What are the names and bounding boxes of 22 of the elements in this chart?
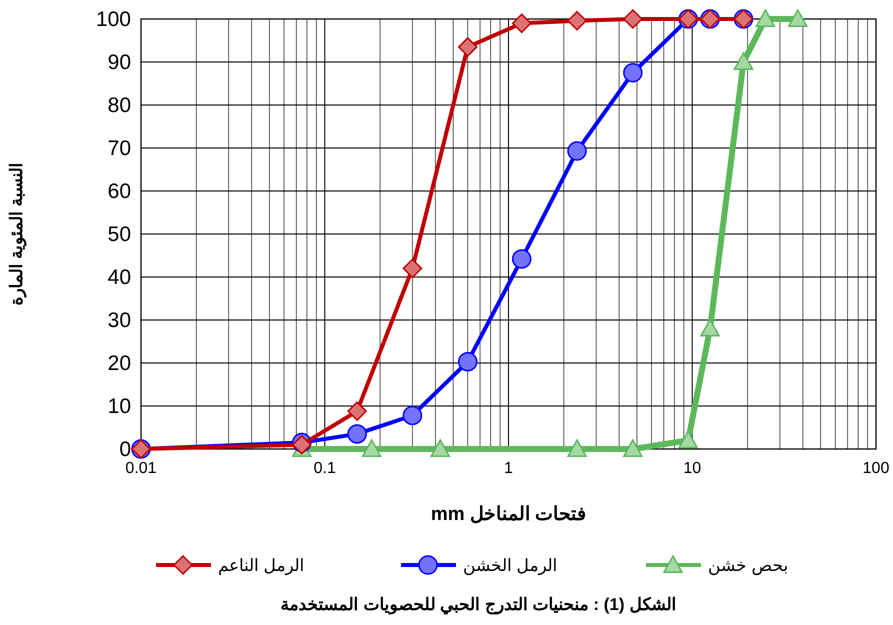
x-tick-label: 10 (683, 460, 702, 477)
y-tick-label: 70 (108, 137, 131, 160)
y-tick-label: 50 (108, 223, 131, 246)
y-axis-title: النسبة المئوية المارة (7, 162, 27, 306)
y-tick-label: 40 (108, 266, 131, 289)
text: الشكل (1) : منحنيات التدرج الحبي للحصويات المستخدمة (280, 595, 676, 615)
y-tick-label: 90 (108, 51, 131, 74)
legend-label: الرمل الناعم (218, 556, 305, 576)
y-tick-label: 100 (96, 8, 131, 31)
x-tick-label: 1 (504, 460, 514, 477)
x-axis-title: فتحات المناخل mm (430, 504, 586, 525)
x-tick-label: 100 (862, 460, 890, 477)
legend-label: بحص خشن (708, 556, 789, 576)
y-tick-label: 20 (108, 352, 131, 375)
x-tick-label: 0.1 (314, 460, 336, 477)
y-tick-label: 30 (108, 309, 131, 332)
y-tick-label: 80 (108, 94, 131, 117)
y-tick-label: 10 (108, 395, 131, 418)
legend-label: الرمل الخشن (463, 556, 558, 576)
x-tick-label: 0.01 (125, 460, 157, 477)
y-tick-label: 0 (119, 438, 131, 461)
y-tick-label: 60 (108, 180, 131, 203)
